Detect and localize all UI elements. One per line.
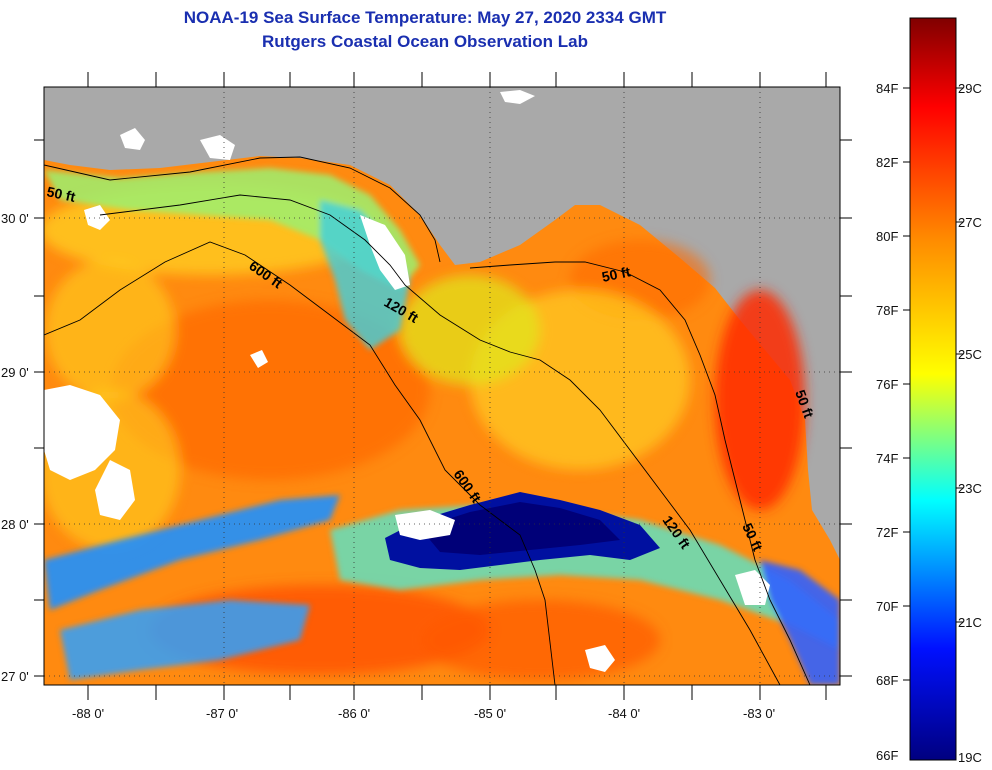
colorbar-c-label: 23C — [958, 481, 982, 496]
lon-label: -86 0' — [338, 706, 370, 721]
colorbar-f-label: 66F — [876, 748, 898, 763]
lat-label: 28 0' — [1, 517, 29, 532]
colorbar-f-label: 70F — [876, 599, 898, 614]
colorbar — [909, 17, 957, 761]
lon-label: -85 0' — [474, 706, 506, 721]
colorbar-f-label: 78F — [876, 303, 898, 318]
axis-ticks — [34, 72, 852, 700]
map-frame — [43, 86, 841, 686]
map-image — [44, 87, 840, 685]
lon-label: -83 0' — [743, 706, 775, 721]
lat-label: 27 0' — [1, 669, 29, 684]
contour-label: 50 ft — [45, 183, 77, 205]
lat-label: 29 0' — [1, 365, 29, 380]
colorbar-f-label: 80F — [876, 229, 898, 244]
colorbar-f-label: 68F — [876, 673, 898, 688]
chart-subtitle: Rutgers Coastal Ocean Observation Lab — [262, 32, 588, 51]
contour-label: 50 ft — [600, 263, 632, 285]
chart-title: NOAA-19 Sea Surface Temperature: May 27,… — [183, 8, 667, 27]
colorbar-c-label: 25C — [958, 347, 982, 362]
lon-label: -84 0' — [608, 706, 640, 721]
lat-label: 30 0' — [1, 211, 29, 226]
lon-label: -88 0' — [72, 706, 104, 721]
lon-label: -87 0' — [206, 706, 238, 721]
colorbar-c-label: 27C — [958, 215, 982, 230]
colorbar-f-label: 74F — [876, 451, 898, 466]
colorbar-f-label: 72F — [876, 525, 898, 540]
cloud-cover — [44, 90, 770, 672]
colorbar-f-label: 76F — [876, 377, 898, 392]
depth-contours — [44, 156, 811, 685]
colorbar-f-label: 84F — [876, 81, 898, 96]
colorbar-c-label: 21C — [958, 615, 982, 630]
colorbar-ticks — [903, 87, 963, 681]
colorbar-c-label: 19C — [958, 750, 982, 765]
colorbar-f-label: 82F — [876, 155, 898, 170]
colorbar-c-label: 29C — [958, 81, 982, 96]
